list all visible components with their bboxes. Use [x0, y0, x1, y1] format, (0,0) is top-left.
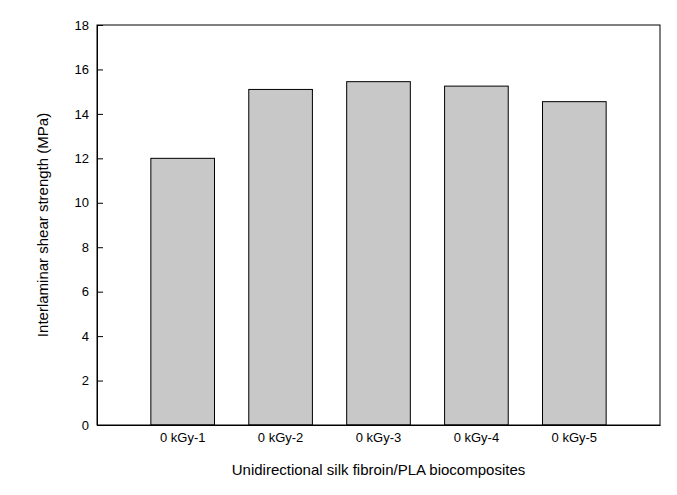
y-tick-mark: [97, 69, 103, 70]
y-tick-mark: [97, 247, 103, 248]
bars: [151, 82, 606, 425]
y-tick-label: 2: [82, 373, 89, 388]
y-tick: 6: [82, 284, 103, 299]
plot-frame: [97, 25, 660, 425]
bar: [249, 89, 313, 425]
y-tick: 12: [75, 151, 103, 166]
y-tick: 18: [75, 18, 103, 33]
y-tick: 4: [82, 329, 103, 344]
x-axis-line: [98, 425, 661, 426]
y-tick: 2: [82, 373, 103, 388]
x-tick-label: 0 kGy-3: [356, 430, 402, 445]
y-tick-mark: [97, 203, 103, 204]
y-tick-label: 12: [75, 151, 89, 166]
y-tick-mark: [97, 114, 103, 115]
y-axis-title: Interlaminar shear strength (MPa): [34, 113, 51, 337]
y-tick-label: 10: [75, 195, 89, 210]
x-tick: 0 kGy-4: [454, 425, 500, 445]
x-axis: 0 kGy-1 0 kGy-2 0 kGy-3 0 kGy-4 0 kGy-5: [98, 425, 661, 445]
y-tick-mark: [97, 292, 103, 293]
bar: [445, 86, 509, 425]
y-tick-mark: [97, 381, 103, 382]
bar: [543, 102, 607, 425]
y-tick-label: 16: [75, 62, 89, 77]
x-tick-label: 0 kGy-5: [552, 430, 598, 445]
plot: 0246810121416180 kGy-10 kGy-20 kGy-30 kG…: [75, 18, 661, 446]
y-tick-mark: [97, 336, 103, 337]
y-tick-label: 14: [75, 107, 89, 122]
x-tick-label: 0 kGy-4: [454, 430, 500, 445]
x-tick: 0 kGy-5: [552, 425, 598, 445]
x-axis-title: Unidirectional silk fibroin/PLA biocompo…: [232, 461, 525, 478]
x-tick: 0 kGy-3: [356, 425, 402, 445]
bar: [151, 158, 215, 425]
y-axis: 0 2 4 6 8 10 12 14 16 18: [75, 18, 103, 433]
y-tick: 14: [75, 107, 103, 122]
y-tick-label: 0: [82, 418, 89, 433]
y-tick-mark: [97, 158, 103, 159]
x-tick: 0 kGy-1: [160, 425, 206, 445]
y-tick-label: 8: [82, 240, 89, 255]
x-tick-label: 0 kGy-2: [258, 430, 304, 445]
x-tick: 0 kGy-2: [258, 425, 304, 445]
y-tick-mark: [97, 25, 103, 26]
bar: [347, 82, 411, 425]
y-tick: 8: [82, 240, 103, 255]
y-axis-line: [97, 26, 98, 426]
chart: 0246810121416180 kGy-10 kGy-20 kGy-30 kG…: [0, 0, 677, 495]
y-tick-label: 18: [75, 18, 89, 33]
y-tick-label: 6: [82, 284, 89, 299]
y-tick-label: 4: [82, 329, 89, 344]
y-tick: 10: [75, 195, 103, 210]
x-tick-label: 0 kGy-1: [160, 430, 206, 445]
y-tick: 16: [75, 62, 103, 77]
